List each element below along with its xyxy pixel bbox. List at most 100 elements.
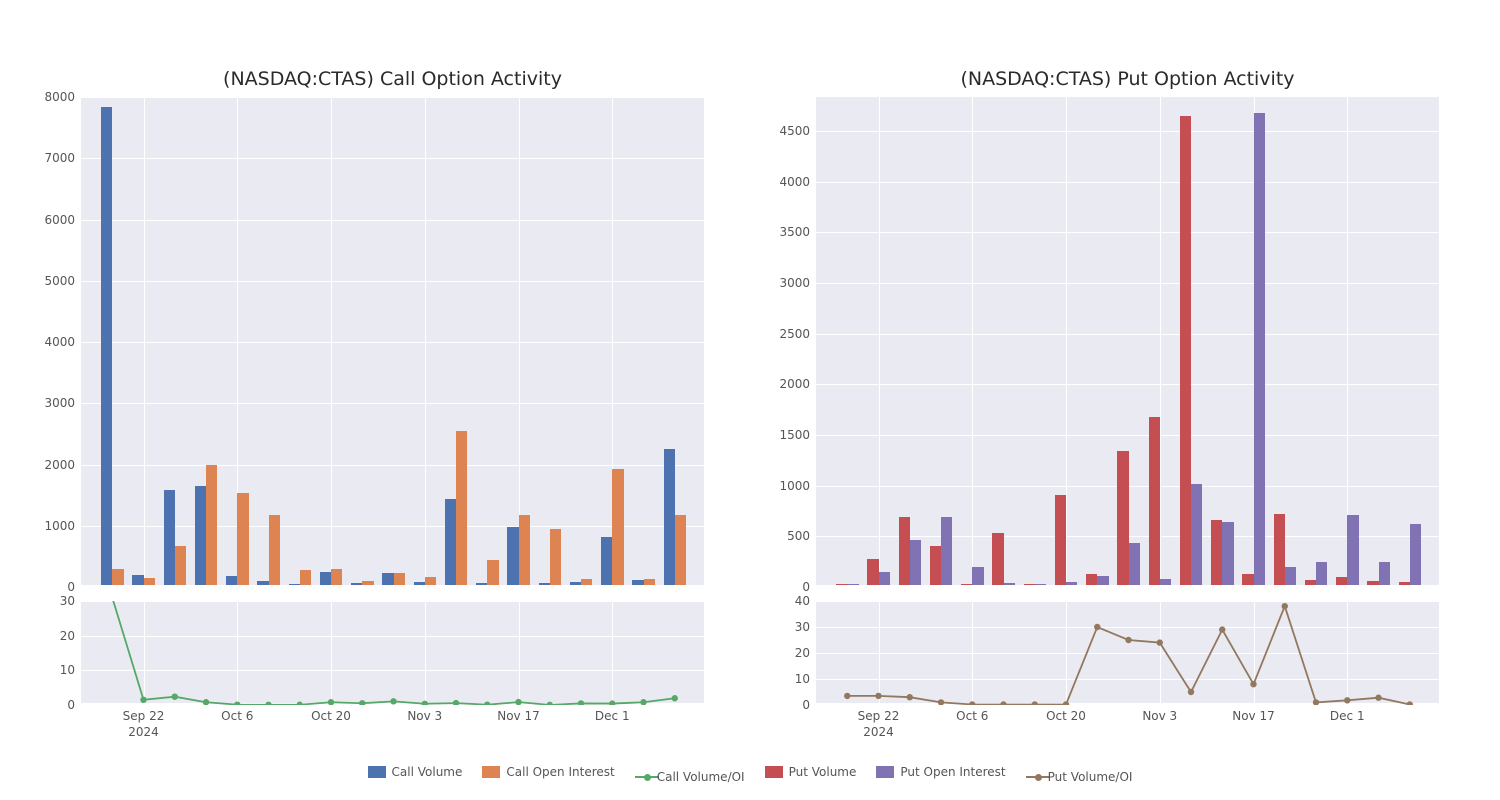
y-tick: 4000 [44,335,81,349]
put-volume-bar [1086,574,1097,585]
call-volume-bar [414,582,425,585]
x-tick: Dec 1 [595,703,630,723]
call-top-plot: 010002000300040005000600070008000 [80,96,705,586]
call-oi-bar [394,573,405,585]
call-volume-bar [476,583,487,585]
x-tick: Nov 3 [1142,703,1177,723]
call-volume-bar [664,449,675,585]
put-volume-bar [961,584,972,585]
put-top-plot: 050010001500200025003000350040004500 [815,96,1440,586]
put-volume-bar [992,533,1003,585]
legend-item: Put Volume [765,765,857,779]
call-ratio-plot: 0102030Sep 222024Oct 6Oct 20Nov 3Nov 17D… [80,600,705,704]
call-oi-bar [331,569,342,585]
put-oi-bar [1097,576,1108,585]
legend: Call Volume Call Open Interest Call Volume… [0,765,1500,784]
put-volume-bar [1055,495,1066,585]
call-oi-bar [362,581,373,585]
call-volume-bar [632,580,643,585]
call-oi-bar [425,577,436,585]
call-volume-bar [195,486,206,585]
call-volume-bar [226,576,237,585]
put-oi-bar [1285,567,1296,585]
call-oi-bar [175,546,186,585]
put-volume-bar [930,546,941,586]
y-tick: 40 [795,594,816,608]
legend-label: Put Open Interest [900,765,1005,779]
call-oi-bar [519,515,530,585]
put-oi-bar [941,517,952,585]
put-chart-title: (NASDAQ:CTAS) Put Option Activity [815,68,1440,90]
legend-label: Call Volume/OI [657,770,745,784]
put-volume-bar [1149,417,1160,585]
legend-swatch [765,766,783,778]
y-tick: 500 [787,529,816,543]
x-tick: Oct 20 [1046,703,1086,723]
y-tick: 8000 [44,90,81,104]
put-oi-bar [910,540,921,585]
legend-swatch [482,766,500,778]
call-oi-bar [144,578,155,585]
call-volume-bar [382,573,393,585]
y-tick: 6000 [44,213,81,227]
y-tick: 7000 [44,151,81,165]
y-tick: 3000 [44,396,81,410]
y-tick: 1500 [779,428,816,442]
put-oi-bar [1004,583,1015,585]
call-volume-bar [445,499,456,585]
put-oi-bar [847,584,858,585]
legend-swatch [876,766,894,778]
call-volume-bar [101,107,112,585]
call-oi-bar [456,431,467,585]
y-tick: 1000 [44,519,81,533]
legend-item: Call Volume [368,765,463,779]
y-tick: 0 [67,698,81,712]
put-volume-bar [1024,584,1035,585]
y-tick: 2000 [779,377,816,391]
put-ratio-line [816,601,1441,705]
y-tick: 20 [795,646,816,660]
y-tick: 0 [802,698,816,712]
y-tick: 2000 [44,458,81,472]
put-oi-bar [1347,515,1358,585]
legend-label: Put Volume/OI [1048,770,1133,784]
x-tick: Nov 17 [497,703,540,723]
call-oi-bar [237,493,248,585]
put-oi-bar [1379,562,1390,585]
call-volume-bar [132,575,143,585]
call-oi-bar [644,579,655,585]
put-oi-bar [1066,582,1077,585]
x-tick: Nov 17 [1232,703,1275,723]
put-volume-bar [1180,116,1191,585]
y-tick: 3000 [779,276,816,290]
legend-label: Call Volume [392,765,463,779]
put-volume-bar [1399,582,1410,585]
y-tick: 4000 [779,175,816,189]
legend-label: Put Volume [789,765,857,779]
call-oi-bar [675,515,686,585]
legend-line-swatch [1026,774,1042,781]
put-oi-bar [1035,584,1046,585]
y-tick: 5000 [44,274,81,288]
put-volume-bar [1117,451,1128,585]
call-volume-bar [289,584,300,585]
legend-label: Call Open Interest [506,765,614,779]
legend-item: Call Volume/OI [635,770,745,784]
put-ratio-plot: 010203040Sep 222024Oct 6Oct 20Nov 3Nov 1… [815,600,1440,704]
put-oi-bar [1222,522,1233,585]
put-volume-bar [1242,574,1253,585]
put-oi-bar [879,572,890,585]
put-oi-bar [1316,562,1327,585]
y-tick: 0 [802,580,816,594]
call-volume-bar [164,490,175,585]
x-tick: Oct 6 [221,703,253,723]
y-tick: 30 [60,594,81,608]
call-volume-bar [320,572,331,585]
call-oi-bar [487,560,498,585]
call-oi-bar [581,579,592,585]
put-oi-bar [1410,524,1421,585]
call-oi-bar [300,570,311,585]
call-volume-bar [539,583,550,585]
call-oi-bar [550,529,561,585]
put-oi-bar [1254,113,1265,585]
